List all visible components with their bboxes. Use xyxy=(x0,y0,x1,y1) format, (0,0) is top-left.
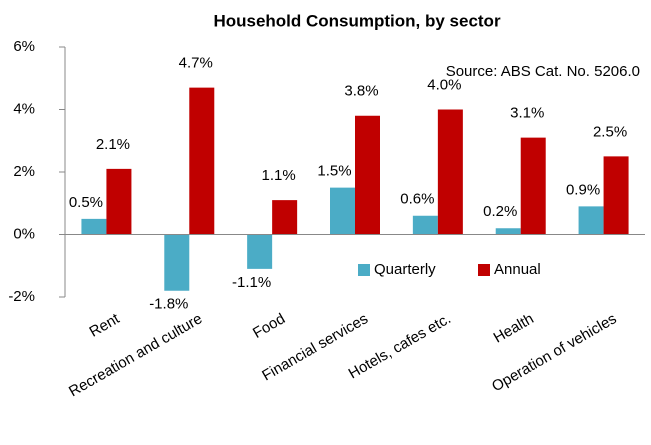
value-label: 0.6% xyxy=(400,191,434,208)
value-label: -1.1% xyxy=(232,274,271,291)
y-tick-label: 0% xyxy=(13,225,35,242)
y-tick-label: -2% xyxy=(8,288,35,305)
value-label: 0.9% xyxy=(566,181,600,198)
value-label: 2.1% xyxy=(96,136,130,153)
bar xyxy=(272,200,298,235)
y-tick-label: 6% xyxy=(13,38,35,55)
bar xyxy=(603,156,629,235)
y-tick-label: 2% xyxy=(13,163,35,180)
y-tick-label: 4% xyxy=(13,100,35,117)
bar xyxy=(355,115,380,235)
bar xyxy=(495,228,521,235)
value-label: 3.8% xyxy=(344,83,378,100)
legend-label: Annual xyxy=(494,261,541,278)
bar xyxy=(81,218,107,235)
value-label: -1.8% xyxy=(149,296,188,313)
x-tick-label: Recreation and culture xyxy=(66,310,205,400)
x-tick-label: Food xyxy=(250,310,288,342)
value-label: 1.5% xyxy=(317,163,351,180)
value-label: 1.1% xyxy=(262,167,296,184)
source-note: Source: ABS Cat. No. 5206.0 xyxy=(446,63,640,80)
value-label: 0.2% xyxy=(483,203,517,220)
bar xyxy=(437,109,463,235)
bar xyxy=(578,206,604,235)
value-label: 3.1% xyxy=(510,105,544,122)
bar xyxy=(520,137,546,235)
bar xyxy=(247,234,273,269)
bar xyxy=(189,87,215,235)
legend-swatch xyxy=(478,264,490,276)
bar xyxy=(412,215,438,235)
value-label: 0.5% xyxy=(69,194,103,211)
value-label: 4.0% xyxy=(427,76,461,93)
legend-label: Quarterly xyxy=(374,261,436,278)
bar xyxy=(330,187,355,235)
value-label: 2.5% xyxy=(593,123,627,140)
bar xyxy=(106,168,132,235)
bar xyxy=(164,234,190,291)
x-tick-label: Health xyxy=(491,310,537,346)
chart-title: Household Consumption, by sector xyxy=(213,11,501,30)
legend-swatch xyxy=(358,264,370,276)
value-label: 4.7% xyxy=(179,55,213,72)
x-tick-label: Rent xyxy=(86,310,123,341)
